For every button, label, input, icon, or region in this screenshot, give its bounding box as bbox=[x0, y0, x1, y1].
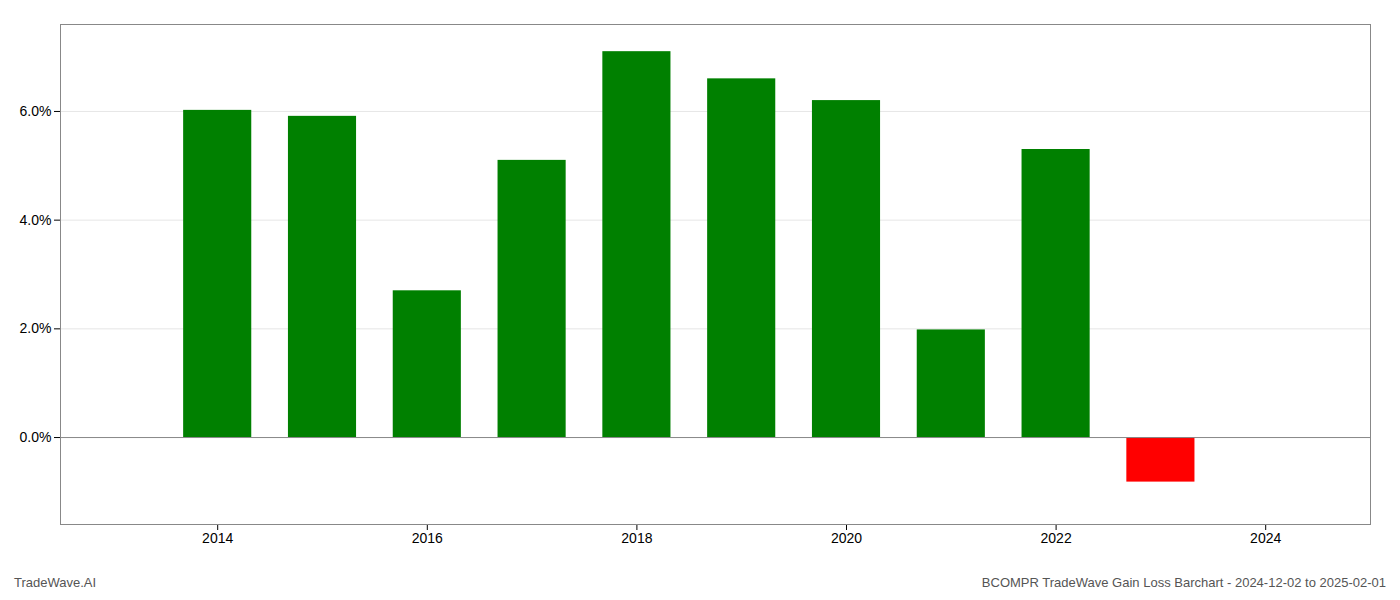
svg-text:2024: 2024 bbox=[1250, 530, 1281, 546]
html-text:BCOMPR TradeWave Gain Loss Bar: BCOMPR TradeWave Gain Loss Barchart - 20… bbox=[981, 574, 1386, 590]
svg-text:0.0%: 0.0% bbox=[20, 429, 52, 445]
svg-text:2022: 2022 bbox=[1041, 530, 1072, 546]
svg-text:6.0%: 6.0% bbox=[20, 103, 52, 119]
svg-text:2020: 2020 bbox=[831, 530, 862, 546]
svg-text:2016: 2016 bbox=[412, 530, 443, 546]
html-text:TradeWave.AI: TradeWave.AI bbox=[14, 574, 97, 590]
svg-text:4.0%: 4.0% bbox=[20, 212, 52, 228]
svg-text:2018: 2018 bbox=[621, 530, 652, 546]
svg-text:2.0%: 2.0% bbox=[20, 320, 52, 336]
svg-text:2014: 2014 bbox=[202, 530, 233, 546]
